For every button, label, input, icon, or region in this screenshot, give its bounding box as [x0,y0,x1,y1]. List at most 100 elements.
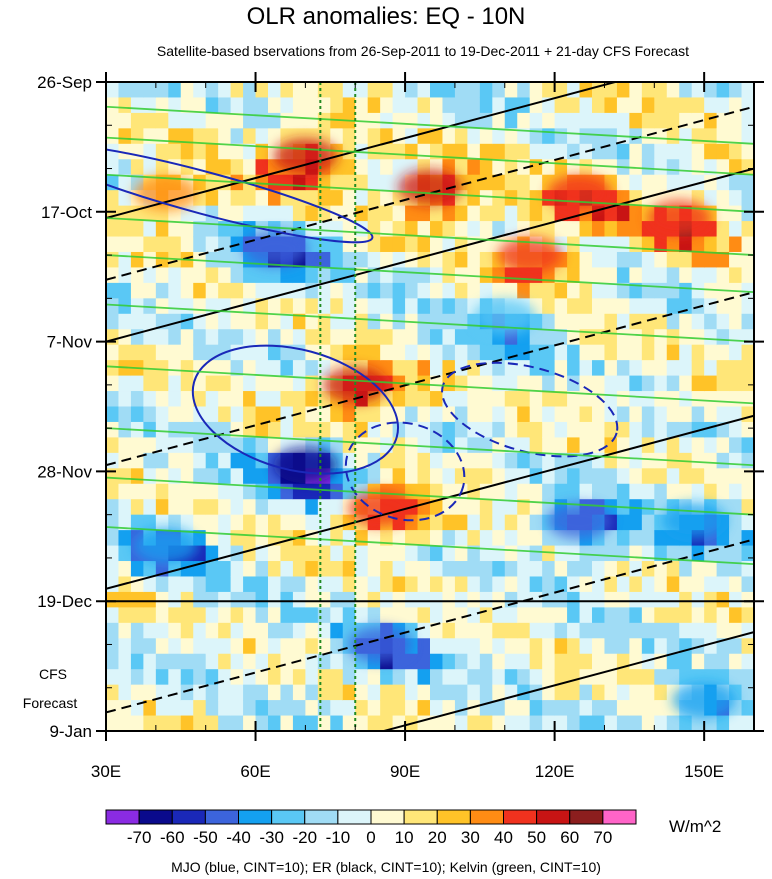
colorbar-label-12: 50 [527,828,546,847]
field-cell [118,437,132,454]
field-cell [292,360,306,377]
field-cell [479,638,493,655]
field-cell [467,82,481,99]
field-cell [729,483,743,500]
field-cell [106,143,120,160]
field-cell [405,221,419,238]
field-cell [479,282,493,299]
field-cell [268,375,282,392]
colorbar-swatch-1 [138,809,173,825]
anomaly-blob-6 [348,490,413,527]
field-cell [155,329,169,346]
field-cell [454,653,468,670]
er-contour-2 [106,167,754,343]
field-cell [679,82,693,99]
field-cell [442,421,456,439]
field-cell [218,97,232,114]
field-cell [118,545,132,562]
field-cell [367,406,381,423]
field-cell [330,313,344,330]
field-cell [641,684,655,701]
field-cell [168,684,182,701]
field-cell [492,653,506,670]
field-cell [330,591,344,608]
field-cell [629,622,643,639]
field-cell [168,329,182,346]
field-cell [405,653,419,670]
field-cell [604,82,618,99]
field-cell [118,622,132,639]
field-cell [741,190,754,207]
field-cell [292,329,306,346]
field-cell [529,282,543,299]
field-cell [342,344,356,361]
field-cell [629,545,643,562]
field-cell [255,143,269,160]
field-cell [155,437,169,454]
field-cell [143,622,157,639]
field-cell [317,97,331,114]
field-cell [355,437,369,454]
field-cell [143,236,157,253]
field-cell [155,607,169,624]
field-cell [180,499,194,516]
colorbar-label-9: 20 [428,828,447,847]
field-cell [554,344,568,361]
field-cell [243,128,257,145]
field-cell [517,143,531,160]
field-cell [118,468,132,485]
field-cell [654,638,668,655]
field-cell [405,591,419,608]
field-cell [430,375,444,392]
field-cell [168,251,182,269]
field-cell [492,421,506,439]
field-cell [579,282,593,299]
field-cell [729,591,743,608]
field-cell [106,174,120,191]
field-cell [641,452,655,469]
field-cell [168,375,182,392]
field-cell [654,591,668,608]
field-cell [641,468,655,485]
colorbar-swatch-8 [370,809,405,825]
field-cell [218,267,232,284]
field-cell [679,313,693,330]
field-cell [616,421,630,439]
field-cell [492,267,506,284]
field-cell [330,421,344,439]
field-cell [517,669,531,686]
field-cell [529,622,543,639]
field-cell [155,391,169,408]
field-cell [554,97,568,114]
field-cell [342,82,356,99]
field-cell [143,452,157,469]
field-cell [517,514,531,531]
field-cell [367,236,381,253]
field-cell [367,530,381,547]
colorbar-swatch-2 [171,809,206,825]
field-cell [168,468,182,485]
field-cell [268,607,282,624]
field-cell [218,437,232,454]
field-cell [704,97,718,114]
field-cell [155,576,169,593]
field-cell [629,313,643,330]
field-cell [243,684,257,701]
field-cell [641,561,655,578]
field-cell [405,406,419,423]
field-cell [554,298,568,315]
field-cell [392,128,406,145]
field-cell [205,715,219,731]
field-cell [691,97,705,114]
field-cell [529,205,543,222]
field-cell [106,421,120,439]
field-cell [193,267,207,284]
field-cell [741,653,754,670]
field-cell [579,97,593,114]
field-cell [130,82,144,99]
field-cell [641,190,655,207]
field-cell [517,452,531,469]
field-cell [616,112,630,129]
field-cell [280,499,294,516]
field-cell [268,622,282,639]
